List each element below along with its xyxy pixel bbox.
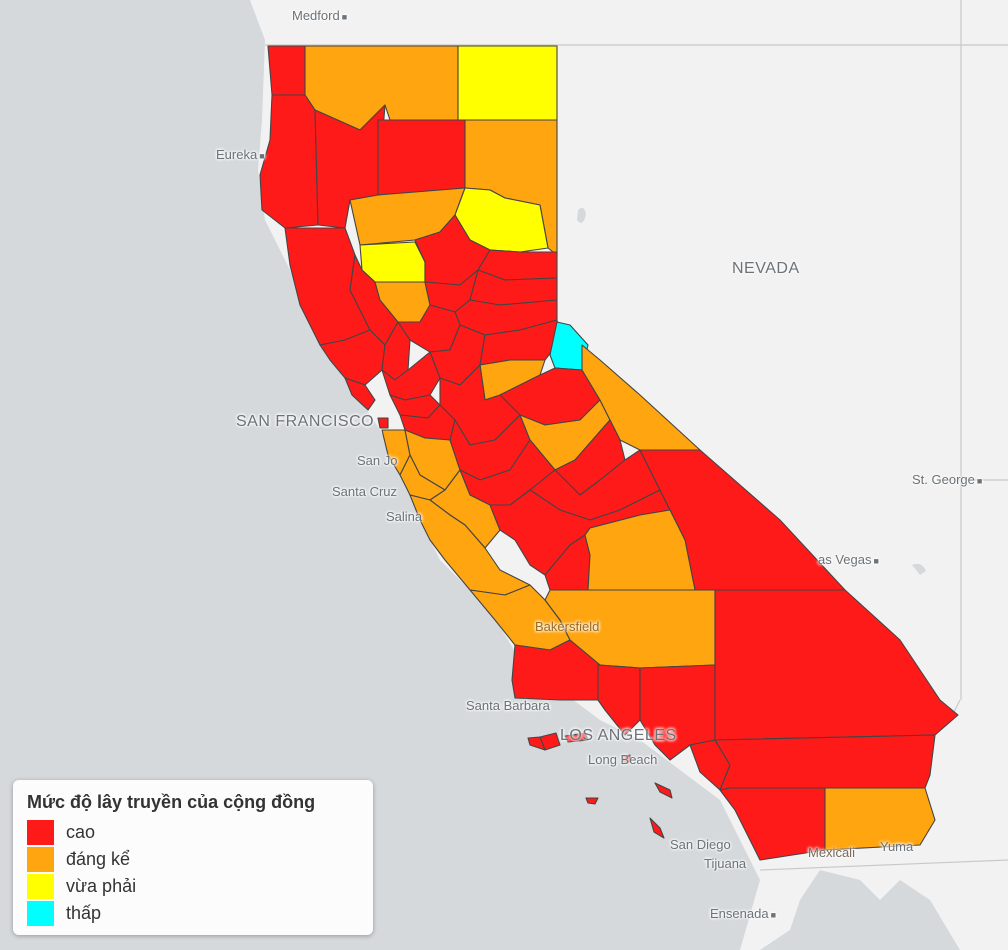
county-san-diego	[719, 787, 826, 861]
county-modoc	[457, 45, 558, 121]
legend-swatch-high	[27, 820, 54, 845]
county-polygons	[259, 45, 959, 861]
pyramid-lake	[577, 207, 586, 223]
county-riverside	[714, 734, 936, 791]
place-label-tijuana: Tijuana	[704, 856, 747, 871]
legend-title: Mức độ lây truyền của cộng đồng	[27, 792, 316, 812]
county-ventura	[597, 664, 641, 736]
island-san-nicolas	[585, 797, 599, 805]
county-del-norte	[267, 45, 306, 101]
island-san-clemente	[649, 817, 665, 839]
place-label-san-diego: San Diego	[670, 837, 731, 852]
place-label-las-vegas: as Vegas ■	[818, 552, 879, 567]
place-label-salinas: Salina	[386, 509, 423, 524]
legend-item-moderate: vừa phải	[27, 873, 359, 900]
legend-swatch-low	[27, 901, 54, 926]
place-label-mexicali: Mexicali	[808, 845, 855, 860]
lake-mead	[912, 563, 926, 575]
place-label-st-george: St. George ■	[912, 472, 983, 487]
island-santa-rosa	[527, 736, 546, 751]
place-label-santa-barbara: Santa Barbara	[466, 698, 550, 713]
legend-label-low: thấp	[66, 903, 102, 923]
place-label-eureka: Eureka ■	[216, 147, 265, 162]
legend-item-low: thấp	[27, 900, 359, 927]
island-santa-barbara	[621, 754, 631, 763]
place-label-long-beach: Long Beach	[588, 752, 658, 767]
state-boundary-lines	[265, 0, 1008, 871]
place-label-medford: Medford ■	[292, 8, 348, 23]
county-san-francisco	[377, 417, 389, 429]
county-imperial	[824, 787, 936, 851]
legend-swatch-moderate	[27, 874, 54, 899]
place-label-ensenada: Ensenada ■	[710, 906, 776, 921]
county-glenn	[359, 241, 426, 283]
map-legend: Mức độ lây truyền của cộng đồng cao đáng…	[13, 780, 373, 935]
county-shasta	[377, 119, 466, 196]
place-label-los-angeles: LOS ANGELES	[560, 727, 677, 744]
legend-label-moderate: vừa phải	[66, 876, 137, 896]
place-label-santa-cruz: Santa Cruz	[332, 484, 398, 499]
place-label-yuma: Yuma	[880, 839, 914, 854]
island-santa-catalina	[654, 782, 673, 799]
legend-item-substantial: đáng kể	[27, 846, 359, 873]
legend-label-substantial: đáng kể	[66, 849, 131, 869]
state-label-nevada: NEVADA	[732, 260, 800, 277]
place-label-san-jose: San Jo	[357, 453, 398, 468]
county-tulare	[584, 509, 696, 591]
island-anacapa	[564, 732, 589, 743]
legend-swatch-substantial	[27, 847, 54, 872]
legend-label-high: cao	[66, 822, 96, 842]
place-label-bakersfield: Bakersfield	[535, 619, 600, 634]
place-label-san-francisco: SAN FRANCISCO	[236, 413, 375, 430]
county-marin	[344, 377, 376, 411]
county-mono	[581, 344, 701, 451]
legend-item-high: cao	[27, 819, 359, 846]
